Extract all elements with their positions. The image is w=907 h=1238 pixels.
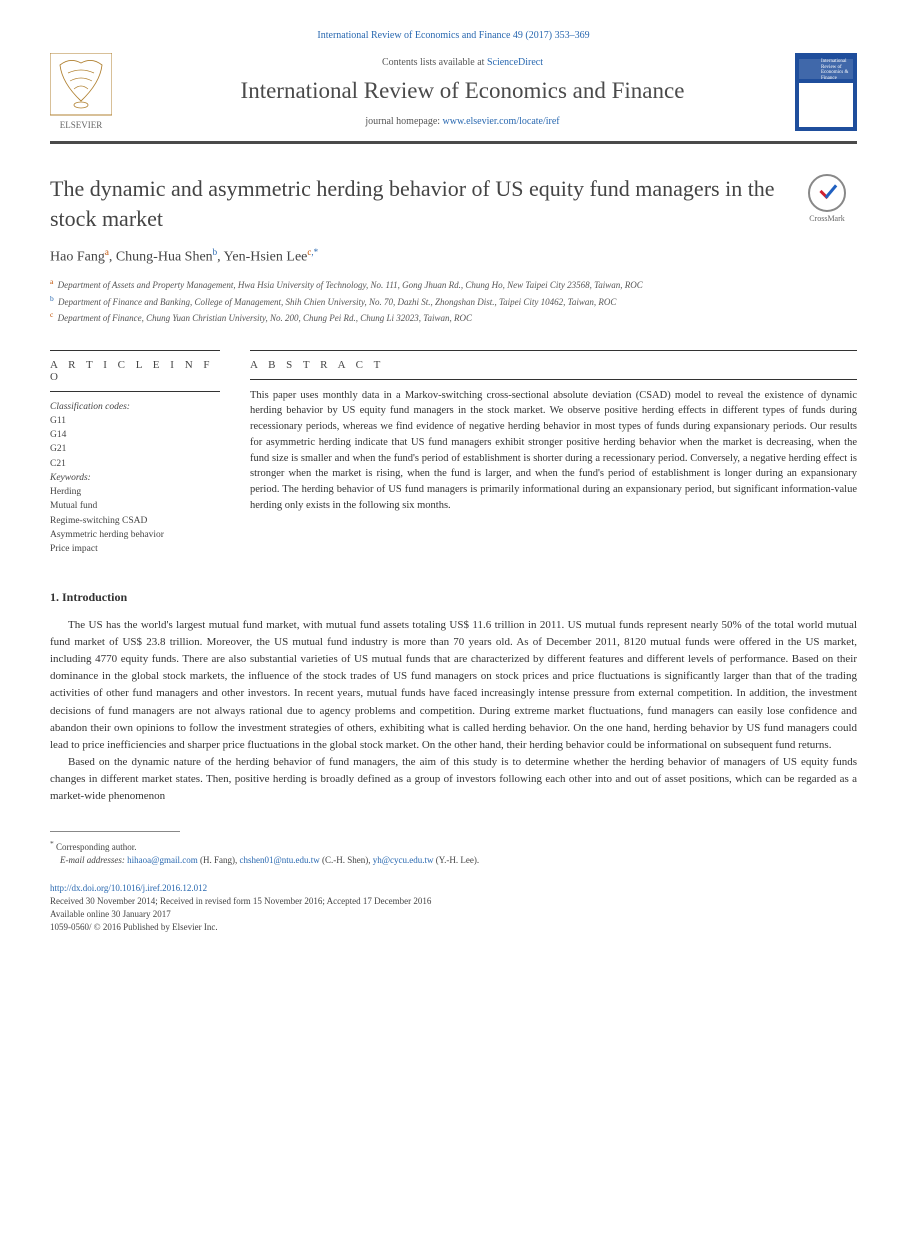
svg-text:ELSEVIER: ELSEVIER [60,120,103,130]
crossmark-badge[interactable]: CrossMark [797,174,857,223]
affiliation: Department of Finance and Banking, Colle… [58,297,616,307]
author: Hao Fang [50,250,105,265]
corresponding-marker: ,* [311,247,318,257]
email-link[interactable]: chshen01@ntu.edu.tw [239,855,319,865]
affiliations: a Department of Assets and Property Mana… [50,276,857,326]
issn-copyright: 1059-0560/ © 2016 Published by Elsevier … [50,921,857,934]
classification-code: C21 [50,457,220,471]
masthead-center: Contents lists available at ScienceDirec… [130,53,795,127]
email-link[interactable]: hihaoa@gmail.com [127,855,198,865]
contents-lists-line: Contents lists available at ScienceDirec… [130,57,795,68]
info-abstract-row: A R T I C L E I N F O Classification cod… [50,350,857,557]
affiliation: Department of Finance, Chung Yuan Christ… [58,313,472,323]
crossmark-icon [808,174,846,212]
classification-code: G21 [50,442,220,456]
keyword: Regime-switching CSAD [50,514,220,528]
email-who: (C.-H. Shen) [322,855,368,865]
author: Chung-Hua Shen [116,250,213,265]
keyword: Mutual fund [50,499,220,513]
affiliation: Department of Assets and Property Manage… [58,280,643,290]
body-paragraph: Based on the dynamic nature of the herdi… [50,754,857,805]
journal-title: International Review of Economics and Fi… [130,78,795,104]
section-heading: 1. Introduction [50,590,857,605]
abstract-text: This paper uses monthly data in a Markov… [250,388,857,514]
classification-block: Classification codes: G11 G14 G21 C21 Ke… [50,400,220,557]
masthead: ELSEVIER Contents lists available at Sci… [50,53,857,144]
authors-line: Hao Fanga, Chung-Hua Shenb, Yen-Hsien Le… [50,247,857,266]
author: Yen-Hsien Lee [224,250,308,265]
email-who: (Y.-H. Lee). [436,855,479,865]
footnotes: * Corresponding author. E-mail addresses… [50,838,857,868]
classification-code: G11 [50,414,220,428]
homepage-prefix: journal homepage: [365,116,442,127]
author-aff-sup: b [213,247,218,257]
sciencedirect-link[interactable]: ScienceDirect [487,57,543,68]
online-date: Available online 30 January 2017 [50,908,857,921]
homepage-line: journal homepage: www.elsevier.com/locat… [130,116,795,127]
doi-link[interactable]: http://dx.doi.org/10.1016/j.iref.2016.12… [50,883,207,893]
email-link[interactable]: yh@cycu.edu.tw [373,855,434,865]
email-label: E-mail addresses: [60,855,125,865]
footnote-separator [50,831,180,832]
journal-citation: International Review of Economics and Fi… [50,30,857,41]
article-title: The dynamic and asymmetric herding behav… [50,174,779,233]
journal-cover-thumbnail: International Review of Economics & Fina… [795,53,857,131]
keyword: Herding [50,485,220,499]
doi-block: http://dx.doi.org/10.1016/j.iref.2016.12… [50,882,857,934]
author-aff-sup: a [105,247,109,257]
contents-prefix: Contents lists available at [382,57,487,68]
article-info-column: A R T I C L E I N F O Classification cod… [50,350,220,557]
classification-code: G14 [50,428,220,442]
article-info-label: A R T I C L E I N F O [50,359,220,383]
email-who: (H. Fang) [200,855,235,865]
corresponding-author-label: Corresponding author. [56,842,137,852]
article-header: The dynamic and asymmetric herding behav… [50,174,857,233]
classification-heading: Classification codes: [50,400,220,414]
crossmark-label: CrossMark [797,214,857,223]
keyword: Price impact [50,542,220,556]
body-paragraph: The US has the world's largest mutual fu… [50,617,857,753]
cover-thumb-label: International Review of Economics & Fina… [821,59,853,81]
abstract-column: A B S T R A C T This paper uses monthly … [250,350,857,557]
elsevier-logo: ELSEVIER [50,53,112,131]
keywords-heading: Keywords: [50,471,220,485]
abstract-label: A B S T R A C T [250,359,857,371]
article-history: Received 30 November 2014; Received in r… [50,895,857,908]
keyword: Asymmetric herding behavior [50,528,220,542]
homepage-link[interactable]: www.elsevier.com/locate/iref [443,116,560,127]
